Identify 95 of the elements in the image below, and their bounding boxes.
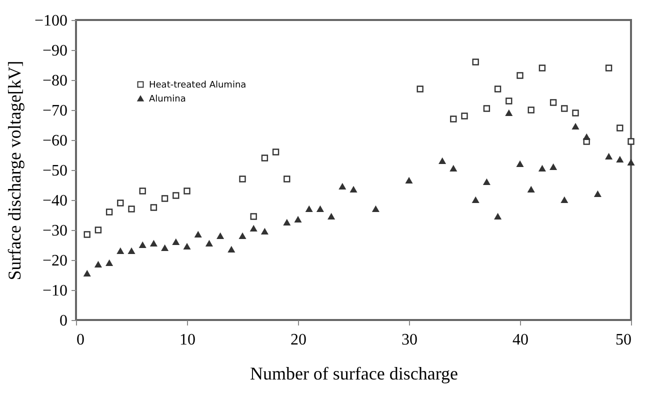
point — [161, 245, 168, 251]
point — [94, 262, 102, 268]
point — [616, 124, 624, 132]
point — [461, 112, 468, 120]
point — [306, 206, 312, 212]
point — [472, 58, 479, 66]
point — [316, 206, 324, 212]
point — [184, 188, 190, 194]
x-tick-label: 0 — [76, 332, 84, 348]
point — [228, 246, 235, 252]
x-tick-label: 20 — [290, 332, 306, 348]
point — [250, 213, 257, 220]
point — [150, 204, 158, 211]
point — [84, 270, 90, 276]
point — [550, 164, 557, 170]
point — [117, 248, 124, 254]
x-tick-label: 40 — [512, 332, 528, 348]
point — [106, 260, 113, 266]
point — [528, 186, 534, 192]
point — [416, 86, 424, 92]
point — [516, 161, 524, 167]
y-tick-label: 0 — [60, 312, 68, 330]
point — [516, 72, 524, 79]
point — [605, 64, 612, 72]
point — [106, 208, 113, 216]
x-axis-title: Number of surface discharge — [250, 364, 458, 384]
point — [550, 99, 557, 106]
point — [494, 214, 502, 220]
point — [628, 160, 634, 166]
point — [472, 197, 479, 203]
point — [172, 192, 180, 199]
point — [538, 166, 546, 172]
x-tick-label: 10 — [180, 332, 196, 348]
point — [172, 239, 180, 245]
y-tick-label: −20 — [42, 252, 68, 270]
point — [161, 195, 168, 202]
x-tick-label: 30 — [402, 332, 418, 348]
point — [272, 148, 280, 156]
point — [506, 98, 512, 104]
y-tick-label: −70 — [42, 102, 68, 120]
point — [406, 178, 412, 184]
y-tick-label: −80 — [42, 72, 68, 90]
point — [339, 184, 346, 190]
legend-label: Alumina — [149, 94, 186, 104]
point — [128, 248, 135, 254]
point — [284, 220, 290, 226]
point — [216, 233, 224, 239]
point — [483, 179, 490, 185]
point — [572, 124, 579, 130]
point — [184, 244, 190, 250]
y-tick-label: −50 — [42, 162, 68, 180]
legend-label: Heat-treated Alumina — [149, 80, 246, 90]
point — [284, 176, 290, 182]
y-axis-title: Surface discharge voltage[kV] — [4, 60, 24, 280]
point — [605, 154, 612, 160]
point — [150, 240, 158, 246]
point — [528, 106, 534, 114]
point — [128, 206, 135, 212]
y-tick-label: −40 — [42, 192, 68, 210]
point — [494, 86, 502, 92]
point — [561, 197, 568, 203]
point — [506, 110, 512, 116]
point — [206, 240, 213, 246]
point — [261, 154, 268, 162]
point — [117, 200, 124, 206]
point — [239, 176, 246, 182]
point — [139, 242, 146, 248]
point — [239, 233, 246, 239]
point — [538, 64, 546, 72]
point — [372, 206, 380, 212]
y-tick-label: −100 — [34, 12, 68, 30]
point — [294, 216, 302, 222]
point — [261, 228, 268, 234]
y-tick-label: −90 — [42, 42, 68, 60]
point — [94, 226, 102, 234]
y-tick-label: −30 — [42, 222, 68, 240]
point — [194, 232, 202, 238]
point — [594, 191, 602, 197]
point — [328, 214, 335, 220]
point — [572, 110, 579, 116]
point — [583, 134, 590, 140]
point — [450, 116, 457, 122]
point — [628, 138, 634, 145]
point — [350, 186, 357, 192]
point — [483, 105, 490, 112]
x-tick-label: 50 — [616, 332, 632, 348]
point — [450, 166, 457, 172]
y-tick-label: −60 — [42, 132, 68, 150]
point — [561, 105, 568, 112]
point — [438, 158, 446, 164]
point — [139, 188, 146, 194]
point — [250, 226, 257, 232]
point — [84, 231, 90, 238]
y-tick-label: −10 — [42, 282, 68, 300]
point — [616, 156, 624, 162]
